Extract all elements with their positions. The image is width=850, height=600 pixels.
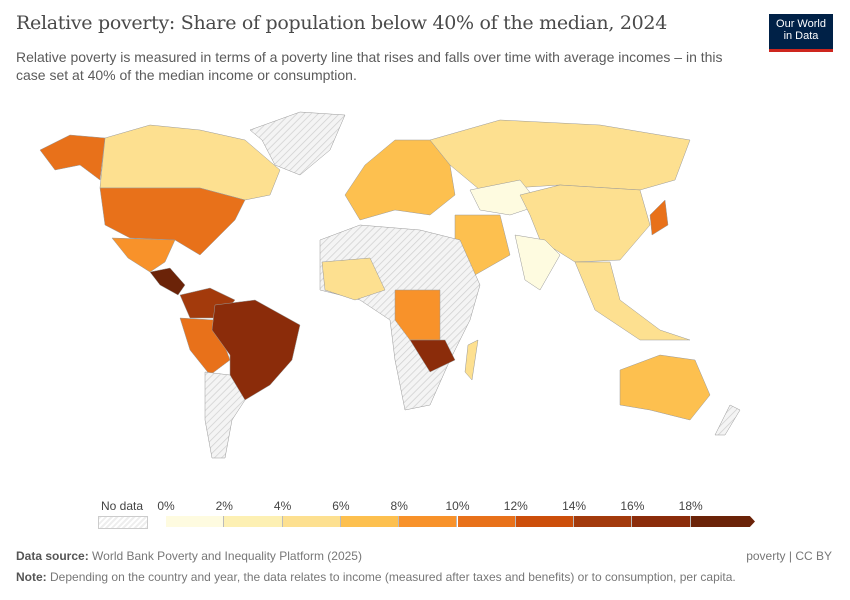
- legend-tick-label: 18%: [678, 499, 703, 513]
- legend-bin[interactable]: [632, 516, 691, 527]
- region-usa[interactable]: [99, 187, 246, 256]
- legend-no-data-swatch[interactable]: [98, 516, 148, 529]
- data-source: Data source: World Bank Poverty and Ineq…: [16, 549, 362, 563]
- region-australia[interactable]: [619, 354, 711, 421]
- legend-tick-label: 12%: [503, 499, 528, 513]
- world-map[interactable]: [0, 100, 850, 490]
- chart-title: Relative poverty: Share of population be…: [16, 12, 668, 34]
- region-southern-cone[interactable]: [204, 371, 246, 459]
- region-southern-africa[interactable]: [409, 339, 456, 373]
- color-legend: No data 0% 2% 4% 6% 8% 10% 12% 14% 16% 18%: [0, 495, 850, 535]
- legend-bin[interactable]: [457, 516, 516, 527]
- chart-subtitle: Relative poverty is measured in terms of…: [16, 49, 723, 83]
- legend-tick-label: 14%: [562, 499, 587, 513]
- legend-bin[interactable]: [515, 516, 575, 527]
- region-india[interactable]: [514, 234, 561, 291]
- region-mexico[interactable]: [111, 237, 176, 273]
- region-brazil[interactable]: [211, 299, 301, 401]
- legend-bin[interactable]: [399, 516, 458, 527]
- region-central-america[interactable]: [149, 267, 186, 296]
- region-madagascar[interactable]: [464, 339, 479, 381]
- legend-bin[interactable]: [224, 516, 283, 527]
- license[interactable]: poverty | CC BY: [746, 549, 832, 563]
- region-new-zealand[interactable]: [714, 404, 741, 436]
- legend-tick-label: 6%: [332, 499, 350, 513]
- legend-bin[interactable]: [340, 516, 400, 527]
- note-label: Note:: [16, 570, 47, 584]
- source-label: Data source:: [16, 549, 89, 563]
- legend-no-data-label: No data: [100, 499, 144, 513]
- legend-tick-label: 2%: [215, 499, 233, 513]
- region-china[interactable]: [519, 184, 651, 263]
- legend-bin[interactable]: [166, 516, 225, 527]
- legend-bin[interactable]: [574, 516, 633, 527]
- source-text[interactable]: World Bank Poverty and Inequality Platfo…: [92, 549, 362, 563]
- legend-tick-label: 8%: [390, 499, 408, 513]
- region-greenland[interactable]: [249, 111, 346, 176]
- legend-tick-label: 10%: [445, 499, 470, 513]
- legend-bin[interactable]: [282, 516, 341, 527]
- legend-tick-label: 0%: [157, 499, 175, 513]
- legend-bin[interactable]: [690, 516, 755, 527]
- region-west-africa[interactable]: [321, 257, 386, 301]
- region-japan[interactable]: [649, 199, 669, 236]
- logo-line2: in Data: [783, 30, 819, 42]
- owid-logo[interactable]: Our World in Data: [769, 14, 833, 52]
- legend-tick-label: 4%: [273, 499, 292, 513]
- region-europe[interactable]: [344, 139, 456, 221]
- logo-line1: Our World: [776, 18, 826, 30]
- region-alaska[interactable]: [39, 134, 106, 181]
- note-text: Depending on the country and year, the d…: [50, 570, 736, 584]
- legend-tick-label: 16%: [620, 499, 645, 513]
- region-southeast-asia[interactable]: [574, 261, 691, 341]
- region-central-asia[interactable]: [469, 179, 541, 216]
- region-russia[interactable]: [429, 119, 691, 191]
- note: Note: Depending on the country and year,…: [16, 570, 736, 584]
